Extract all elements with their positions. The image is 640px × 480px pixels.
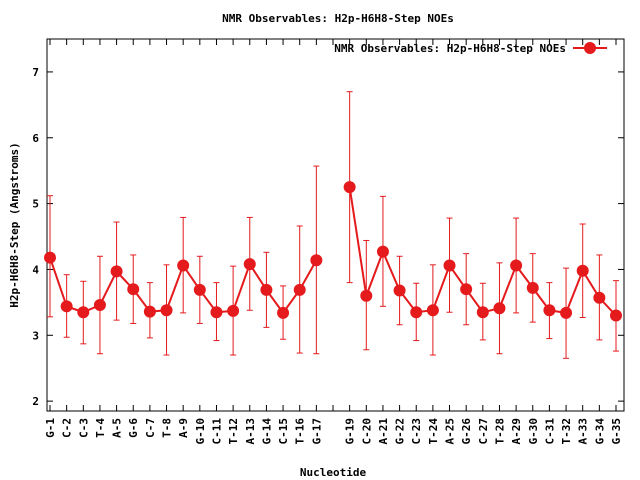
data-point: [243, 258, 256, 271]
y-axis: 2 3 4 5 6 7: [32, 66, 624, 408]
data-point: [293, 283, 306, 296]
x-tick-label: G-1: [44, 418, 57, 438]
plot-frame: [46, 38, 625, 412]
error-bars: [47, 91, 619, 359]
x-tick-label: A-33: [577, 418, 590, 445]
series-line: [49, 186, 617, 317]
x-axis-label: Nucleotide: [300, 466, 367, 479]
data-point: [44, 251, 56, 264]
x-tick-label: A-29: [510, 418, 523, 445]
x-tick-label: A-25: [444, 418, 457, 445]
data-point: [177, 259, 190, 272]
x-tick-label: G-30: [527, 418, 540, 445]
data-point: [526, 281, 539, 294]
x-tick-label: G-19: [344, 418, 357, 445]
y-tick-label: 2: [32, 395, 39, 408]
x-axis: G-1 C-2 C-3 T-4 A-5 G-6 C-7 T-8 A-9 G-10 C-11 T-12 A…: [44, 39, 623, 445]
data-point: [143, 305, 156, 318]
x-tick-label: A-9: [177, 418, 190, 438]
legend-marker: [584, 42, 596, 54]
x-tick-label: G-34: [593, 418, 606, 445]
x-tick-label: A-13: [244, 418, 257, 445]
data-point: [493, 302, 506, 315]
data-point: [227, 304, 240, 317]
data-point: [343, 181, 356, 194]
y-tick-label: 5: [32, 198, 39, 211]
data-point: [460, 283, 473, 296]
data-point: [110, 265, 123, 278]
y-tick-label: 7: [32, 66, 39, 79]
data-point: [360, 289, 373, 302]
x-tick-label: C-3: [77, 418, 90, 438]
x-tick-label: C-2: [61, 418, 74, 438]
data-point: [77, 306, 90, 319]
data-point: [560, 306, 573, 319]
x-tick-label: C-23: [410, 418, 423, 445]
data-point: [60, 300, 73, 313]
legend-label: NMR Observables: H2p-H6H8-Step NOEs: [334, 42, 566, 55]
legend: NMR Observables: H2p-H6H8-Step NOEs: [334, 42, 607, 55]
data-point: [310, 254, 323, 267]
data-point: [510, 259, 523, 272]
y-tick-label: 4: [32, 263, 39, 276]
x-tick-label: T-28: [493, 418, 506, 445]
x-tick-label: C-15: [277, 418, 290, 445]
chart-title: NMR Observables: H2p-H6H8-Step NOEs: [222, 12, 454, 25]
data-point: [593, 291, 606, 304]
data-point: [576, 264, 589, 277]
data-point: [426, 304, 439, 317]
x-tick-label: T-24: [427, 418, 440, 445]
x-tick-label: G-14: [260, 418, 273, 445]
data-point: [127, 283, 140, 296]
x-tick-label: C-27: [477, 418, 490, 445]
x-tick-label: A-5: [111, 418, 124, 438]
data-point: [93, 298, 106, 311]
x-tick-label: T-32: [560, 418, 573, 445]
data-point: [193, 283, 206, 296]
x-tick-label: C-11: [210, 418, 223, 445]
x-tick-label: G-6: [127, 418, 140, 438]
data-points: [44, 181, 622, 322]
x-tick-label: G-22: [394, 418, 407, 445]
x-tick-label: G-17: [310, 418, 323, 445]
y-axis-label: H2p-H6H8-Step (Angstroms): [8, 142, 21, 308]
x-tick-label: G-10: [194, 418, 207, 445]
x-tick-label: A-21: [377, 418, 390, 445]
data-point: [476, 306, 489, 319]
data-point: [610, 309, 622, 322]
data-point: [410, 306, 423, 319]
x-tick-label: T-12: [227, 418, 240, 445]
x-tick-label: T-4: [94, 418, 107, 438]
x-tick-label: G-26: [460, 418, 473, 445]
x-tick-label: G-35: [610, 418, 623, 445]
y-tick-label: 6: [32, 132, 39, 145]
x-tick-label: T-8: [161, 418, 174, 438]
data-point: [543, 304, 556, 317]
data-point: [160, 304, 173, 317]
x-tick-label: C-31: [543, 418, 556, 445]
y-tick-label: 3: [32, 329, 39, 342]
x-tick-label: C-20: [360, 418, 373, 445]
data-point: [210, 306, 223, 319]
data-point: [393, 284, 406, 297]
data-point: [277, 306, 290, 319]
x-tick-label: C-7: [144, 418, 157, 438]
data-point: [443, 259, 456, 272]
x-tick-label: T-16: [294, 418, 307, 445]
data-point: [260, 283, 273, 296]
data-point: [376, 245, 389, 258]
